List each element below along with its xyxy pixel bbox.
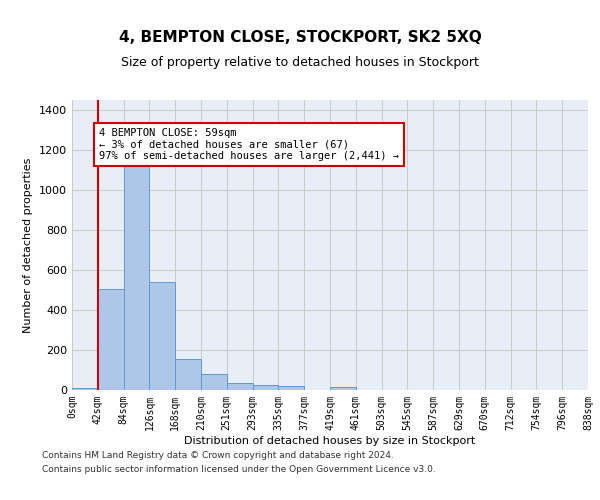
Text: Contains public sector information licensed under the Open Government Licence v3: Contains public sector information licen… (42, 466, 436, 474)
Bar (98, 289, 124, 390)
Bar (72, 388, 98, 390)
Bar (227, 384, 253, 390)
Bar (253, 385, 278, 390)
Y-axis label: Number of detached properties: Number of detached properties (23, 158, 34, 332)
Text: 4 BEMPTON CLOSE: 59sqm
← 3% of detached houses are smaller (67)
97% of semi-deta: 4 BEMPTON CLOSE: 59sqm ← 3% of detached … (99, 128, 399, 161)
Bar (330, 387, 356, 390)
Text: 4, BEMPTON CLOSE, STOCKPORT, SK2 5XQ: 4, BEMPTON CLOSE, STOCKPORT, SK2 5XQ (119, 30, 481, 45)
X-axis label: Distribution of detached houses by size in Stockport: Distribution of detached houses by size … (184, 436, 476, 446)
Text: Size of property relative to detached houses in Stockport: Size of property relative to detached ho… (121, 56, 479, 69)
Bar (278, 386, 304, 390)
Bar (149, 282, 175, 390)
Bar (201, 374, 227, 390)
Text: Contains HM Land Registry data © Crown copyright and database right 2024.: Contains HM Land Registry data © Crown c… (42, 450, 394, 460)
Bar (175, 359, 201, 390)
Bar (124, 159, 149, 390)
